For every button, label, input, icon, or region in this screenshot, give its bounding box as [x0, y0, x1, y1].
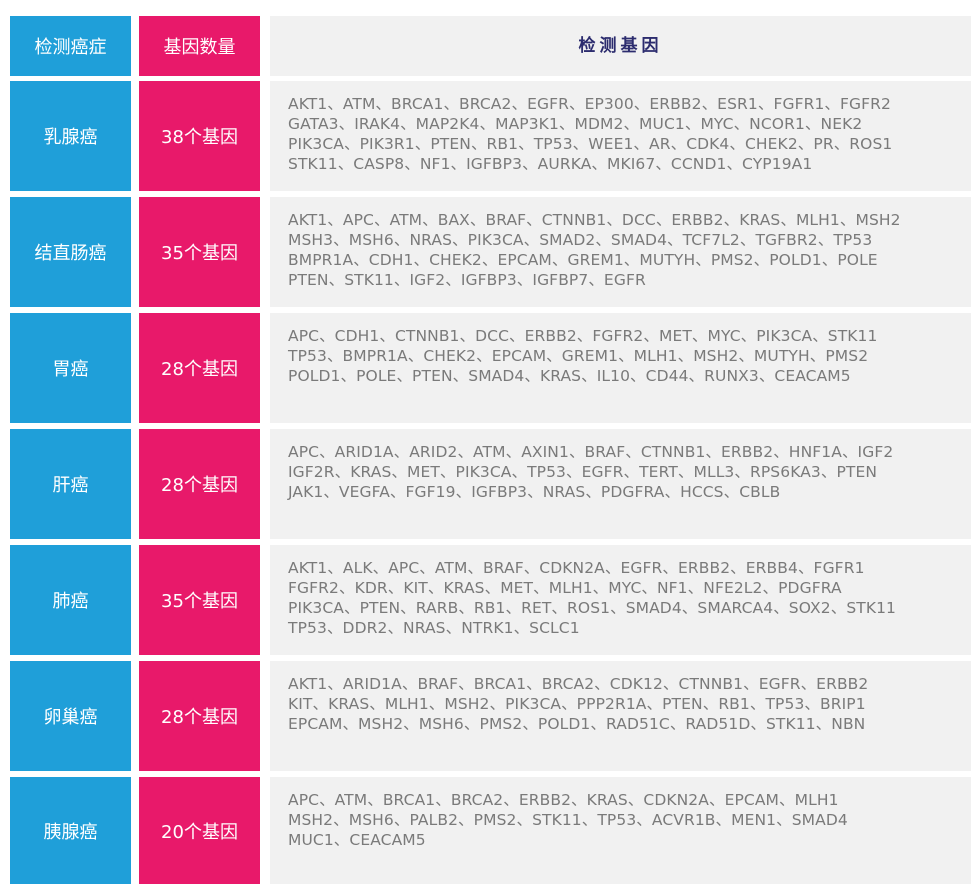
- header-gene-count: 基因数量: [139, 16, 260, 76]
- gene-list-cell: APC、ATM、BRCA1、BRCA2、ERBB2、KRAS、CDKN2A、EP…: [270, 777, 971, 884]
- cancer-type-cell: 胰腺癌: [10, 777, 131, 884]
- gene-list-line: TP53、DDR2、NRAS、NTRK1、SCLC1: [288, 619, 580, 637]
- gene-list-cell: AKT1、ARID1A、BRAF、BRCA1、BRCA2、CDK12、CTNNB…: [270, 661, 971, 771]
- gene-list-line: PIK3CA、PTEN、RARB、RB1、RET、ROS1、SMAD4、SMAR…: [288, 599, 897, 617]
- gene-list-cell: AKT1、ALK、APC、ATM、BRAF、CDKN2A、EGFR、ERBB2、…: [270, 545, 971, 655]
- gene-list-line: APC、CDH1、CTNNB1、DCC、ERBB2、FGFR2、MET、MYC、…: [288, 327, 878, 345]
- gene-count-cell: 35个基因: [139, 197, 260, 307]
- gene-list-line: EPCAM、MSH2、MSH6、PMS2、POLD1、RAD51C、RAD51D…: [288, 715, 866, 733]
- cancer-type-cell: 肺癌: [10, 545, 131, 655]
- cancer-type-cell: 结直肠癌: [10, 197, 131, 307]
- gene-list-line: PIK3CA、PIK3R1、PTEN、RB1、TP53、WEE1、AR、CDK4…: [288, 135, 893, 153]
- gene-list-line: MSH3、MSH6、NRAS、PIK3CA、SMAD2、SMAD4、TCF7L2…: [288, 231, 873, 249]
- table-row: 胃癌 28个基因 APC、CDH1、CTNNB1、DCC、ERBB2、FGFR2、M…: [10, 313, 971, 423]
- gene-list-line: FGFR2、KDR、KIT、KRAS、MET、MLH1、MYC、NF1、NFE2…: [288, 579, 842, 597]
- gene-list-cell: AKT1、ATM、BRCA1、BRCA2、EGFR、EP300、ERBB2、ES…: [270, 81, 971, 191]
- gene-list-line: GATA3、IRAK4、MAP2K4、MAP3K1、MDM2、MUC1、MYC、…: [288, 115, 863, 133]
- gene-count-cell: 28个基因: [139, 313, 260, 423]
- table-body: 乳腺癌 38个基因 AKT1、ATM、BRCA1、BRCA2、EGFR、EP300、…: [10, 81, 971, 884]
- table-header-row: 检测癌症 基因数量 检测基因: [10, 16, 971, 76]
- gene-list-line: APC、ATM、BRCA1、BRCA2、ERBB2、KRAS、CDKN2A、EP…: [288, 791, 839, 809]
- header-tested-genes: 检测基因: [270, 16, 971, 76]
- gene-count-cell: 35个基因: [139, 545, 260, 655]
- gene-list-line: PTEN、STK11、IGF2、IGFBP3、IGFBP7、EGFR: [288, 271, 646, 289]
- gene-list-cell: AKT1、APC、ATM、BAX、BRAF、CTNNB1、DCC、ERBB2、K…: [270, 197, 971, 307]
- gene-count-cell: 28个基因: [139, 429, 260, 539]
- gene-list-cell: APC、CDH1、CTNNB1、DCC、ERBB2、FGFR2、MET、MYC、…: [270, 313, 971, 423]
- gene-list-line: AKT1、APC、ATM、BAX、BRAF、CTNNB1、DCC、ERBB2、K…: [288, 211, 901, 229]
- gene-count-cell: 28个基因: [139, 661, 260, 771]
- gene-list-line: STK11、CASP8、NF1、IGFBP3、AURKA、MKI67、CCND1…: [288, 155, 813, 173]
- gene-list-line: APC、ARID1A、ARID2、ATM、AXIN1、BRAF、CTNNB1、E…: [288, 443, 894, 461]
- gene-list-line: AKT1、ATM、BRCA1、BRCA2、EGFR、EP300、ERBB2、ES…: [288, 95, 891, 113]
- cancer-type-cell: 肝癌: [10, 429, 131, 539]
- gene-count-cell: 38个基因: [139, 81, 260, 191]
- gene-list-line: KIT、KRAS、MLH1、MSH2、PIK3CA、PPP2R1A、PTEN、R…: [288, 695, 866, 713]
- gene-count-cell: 20个基因: [139, 777, 260, 884]
- gene-list-line: MUC1、CEACAM5: [288, 831, 426, 849]
- gene-list-line: AKT1、ALK、APC、ATM、BRAF、CDKN2A、EGFR、ERBB2、…: [288, 559, 865, 577]
- table-row: 肺癌 35个基因 AKT1、ALK、APC、ATM、BRAF、CDKN2A、EGFR…: [10, 545, 971, 655]
- table-row: 肝癌 28个基因 APC、ARID1A、ARID2、ATM、AXIN1、BRAF、C…: [10, 429, 971, 539]
- gene-list-line: JAK1、VEGFA、FGF19、IGFBP3、NRAS、PDGFRA、HCCS…: [288, 483, 781, 501]
- cancer-type-cell: 乳腺癌: [10, 81, 131, 191]
- gene-list-line: TP53、BMPR1A、CHEK2、EPCAM、GREM1、MLH1、MSH2、…: [288, 347, 869, 365]
- header-cancer-type: 检测癌症: [10, 16, 131, 76]
- gene-panel-table: 检测癌症 基因数量 检测基因 乳腺癌 38个基因 AKT1、ATM、BRCA1、BR…: [10, 16, 971, 884]
- gene-list-line: BMPR1A、CDH1、CHEK2、EPCAM、GREM1、MUTYH、PMS2…: [288, 251, 878, 269]
- table-row: 胰腺癌 20个基因 APC、ATM、BRCA1、BRCA2、ERBB2、KRAS、C…: [10, 777, 971, 884]
- gene-list-line: MSH2、MSH6、PALB2、PMS2、STK11、TP53、ACVR1B、M…: [288, 811, 848, 829]
- table-row: 乳腺癌 38个基因 AKT1、ATM、BRCA1、BRCA2、EGFR、EP300、…: [10, 81, 971, 191]
- gene-list-cell: APC、ARID1A、ARID2、ATM、AXIN1、BRAF、CTNNB1、E…: [270, 429, 971, 539]
- gene-list-line: AKT1、ARID1A、BRAF、BRCA1、BRCA2、CDK12、CTNNB…: [288, 675, 869, 693]
- cancer-type-cell: 卵巢癌: [10, 661, 131, 771]
- table-row: 卵巢癌 28个基因 AKT1、ARID1A、BRAF、BRCA1、BRCA2、CDK…: [10, 661, 971, 771]
- gene-list-line: IGF2R、KRAS、MET、PIK3CA、TP53、EGFR、TERT、MLL…: [288, 463, 878, 481]
- gene-list-line: POLD1、POLE、PTEN、SMAD4、KRAS、IL10、CD44、RUN…: [288, 367, 851, 385]
- cancer-type-cell: 胃癌: [10, 313, 131, 423]
- table-row: 结直肠癌 35个基因 AKT1、APC、ATM、BAX、BRAF、CTNNB1、DC…: [10, 197, 971, 307]
